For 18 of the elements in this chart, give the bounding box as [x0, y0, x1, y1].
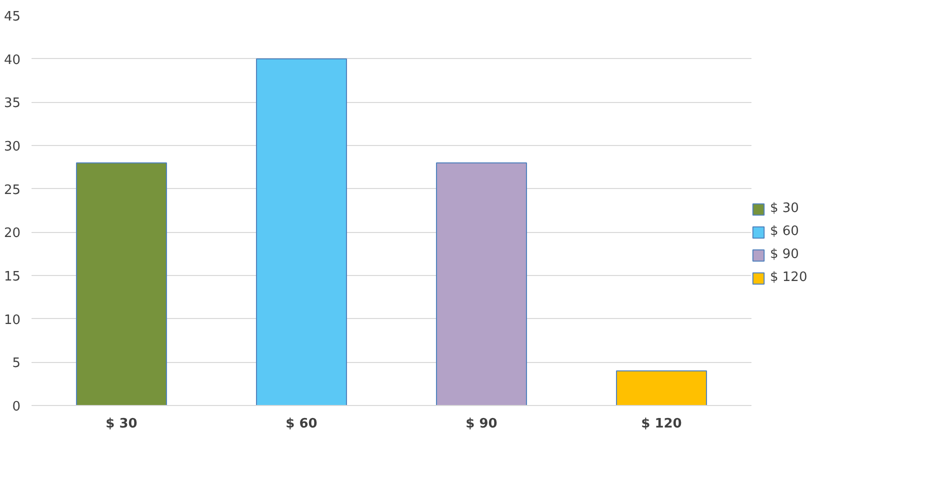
y-tick-label: 40: [4, 52, 21, 68]
y-tick-label: 45: [4, 10, 21, 24]
y-tick-label: 30: [4, 140, 21, 154]
y-tick-label: 15: [4, 270, 21, 284]
x-tick-label: $ 60: [286, 416, 318, 432]
y-tick-label: 25: [4, 182, 21, 198]
x-tick-label: $ 90: [466, 416, 498, 432]
legend-label: $ 90: [770, 247, 799, 262]
y-tick-label: 20: [4, 226, 21, 242]
legend-label: $ 60: [770, 224, 799, 239]
legend-label: $ 120: [770, 270, 808, 285]
y-tick-label: 10: [4, 312, 21, 328]
x-tick-label: $ 120: [641, 416, 682, 432]
legend-label: $ 30: [770, 201, 799, 216]
y-tick-label: 0: [12, 400, 21, 414]
y-tick-label: 35: [4, 96, 21, 112]
y-tick-label: 5: [12, 356, 21, 372]
x-tick-label: $ 30: [106, 416, 138, 432]
